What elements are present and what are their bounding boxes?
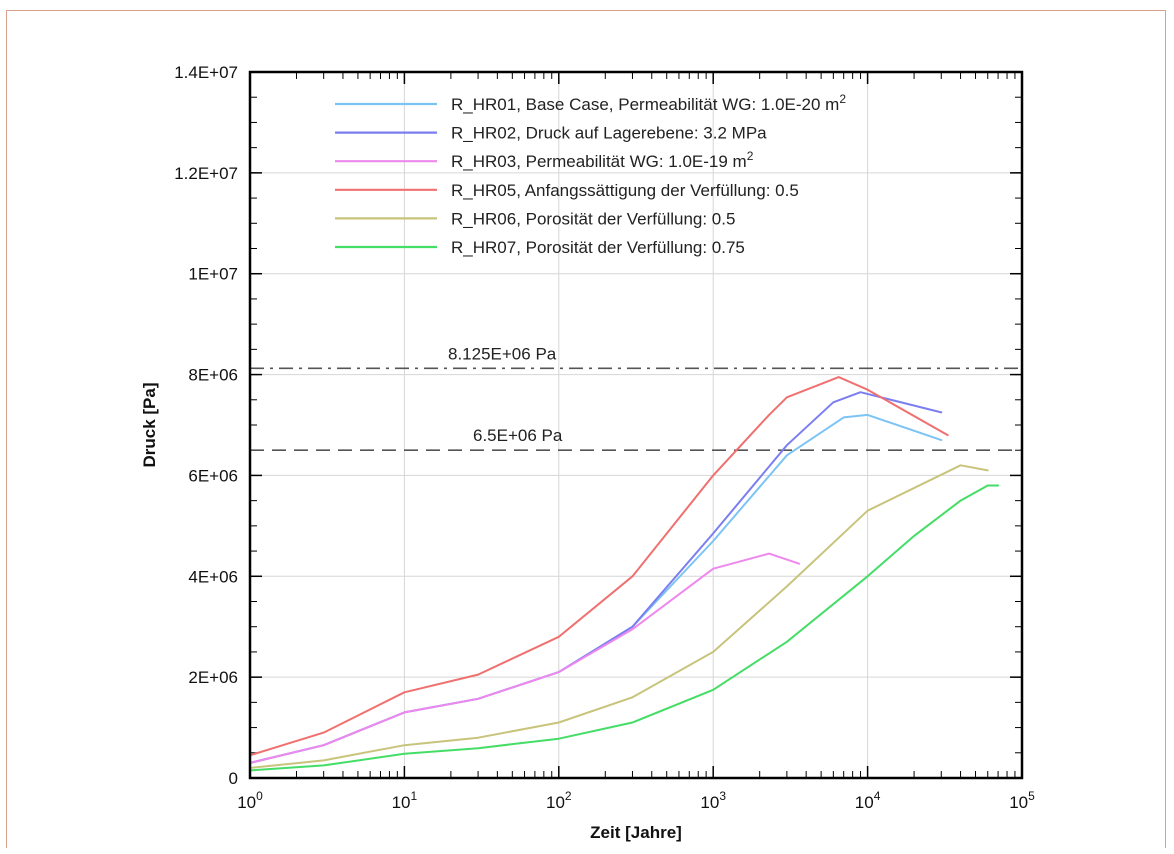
x-tick-base: 10 (700, 793, 719, 812)
y-tick-label: 4E+06 (188, 567, 238, 586)
minor-ticks (249, 71, 1023, 779)
x-tick-exponent: 5 (1028, 789, 1035, 803)
legend-label-text: R_HR01, Base Case, Permeabilität WG: 1.0… (451, 95, 839, 114)
legend-label-text: R_HR02, Druck auf Lagerebene: 3.2 MPa (451, 124, 767, 143)
y-axis-title: Druck [Pa] (140, 382, 159, 467)
series-line-4 (249, 376, 949, 757)
figure-frame (6, 10, 1166, 848)
x-tick-base: 10 (855, 793, 874, 812)
x-tick-base: 10 (237, 793, 256, 812)
x-axis-title: Zeit [Jahre] (590, 823, 682, 842)
x-tick-exponent: 4 (874, 789, 881, 803)
y-tick-labels: 0 2E+06 4E+06 6E+06 8E+06 1E+07 1.2E+07 1.4E+07 (174, 63, 238, 788)
series-line-2 (249, 391, 943, 764)
x-tick-label: 104 (855, 789, 881, 812)
series-line-5 (249, 464, 989, 769)
legend-label-1: R_HR01, Base Case, Permeabilität WG: 1.0… (451, 92, 846, 114)
y-tick-label: 2E+06 (188, 668, 238, 687)
legend-label-5: R_HR06, Porosität der Verfüllung: 0.5 (451, 209, 735, 228)
legend-label-2: R_HR02, Druck auf Lagerebene: 3.2 MPa (451, 124, 767, 143)
legend-label-4: R_HR05, Anfangssättigung der Verfüllung:… (451, 181, 799, 200)
legend-label-text: R_HR05, Anfangssättigung der Verfüllung:… (451, 181, 799, 200)
reference-lines: 8.125E+06 Pa 6.5E+06 Pa (250, 344, 1022, 452)
legend-label-text: R_HR06, Porosität der Verfüllung: 0.5 (451, 209, 735, 228)
y-tick-label: 0 (229, 769, 238, 788)
legend-label-superscript: 2 (839, 92, 846, 106)
series-line-6 (249, 484, 1000, 772)
legend-label-6: R_HR07, Porosität der Verfüllung: 0.75 (451, 238, 745, 257)
y-tick-label: 1.2E+07 (174, 164, 238, 183)
series-line-3 (249, 552, 801, 764)
x-tick-labels: 100 101 102 103 104 105 (237, 789, 1035, 812)
y-tick-label: 1.4E+07 (174, 63, 238, 82)
legend-label-text: R_HR07, Porosität der Verfüllung: 0.75 (451, 238, 745, 257)
x-tick-label: 100 (237, 789, 263, 812)
x-tick-base: 10 (1009, 793, 1028, 812)
grid (249, 71, 1023, 779)
y-tick-label: 1E+07 (188, 265, 238, 284)
x-tick-label: 103 (700, 789, 726, 812)
y-tick-label: 8E+06 (188, 366, 238, 385)
y-tick-label: 6E+06 (188, 466, 238, 485)
x-tick-exponent: 3 (719, 789, 726, 803)
legend-label-text: R_HR03, Permeabilität WG: 1.0E-19 m (451, 152, 747, 171)
x-tick-exponent: 0 (256, 789, 263, 803)
x-tick-label: 102 (546, 789, 572, 812)
legend: R_HR01, Base Case, Permeabilität WG: 1.0… (335, 92, 846, 257)
x-tick-label: 105 (1009, 789, 1035, 812)
series-lines (249, 376, 1000, 772)
plot-border (248, 70, 1024, 780)
legend-label-3: R_HR03, Permeabilität WG: 1.0E-19 m2 (451, 149, 754, 171)
x-tick-base: 10 (392, 793, 411, 812)
legend-label-superscript: 2 (747, 149, 754, 163)
reference-line-label: 6.5E+06 Pa (473, 426, 563, 445)
x-tick-label: 101 (392, 789, 418, 812)
reference-line-label: 8.125E+06 Pa (448, 344, 557, 363)
x-tick-exponent: 1 (411, 789, 418, 803)
x-tick-exponent: 2 (565, 789, 572, 803)
x-tick-base: 10 (546, 793, 565, 812)
